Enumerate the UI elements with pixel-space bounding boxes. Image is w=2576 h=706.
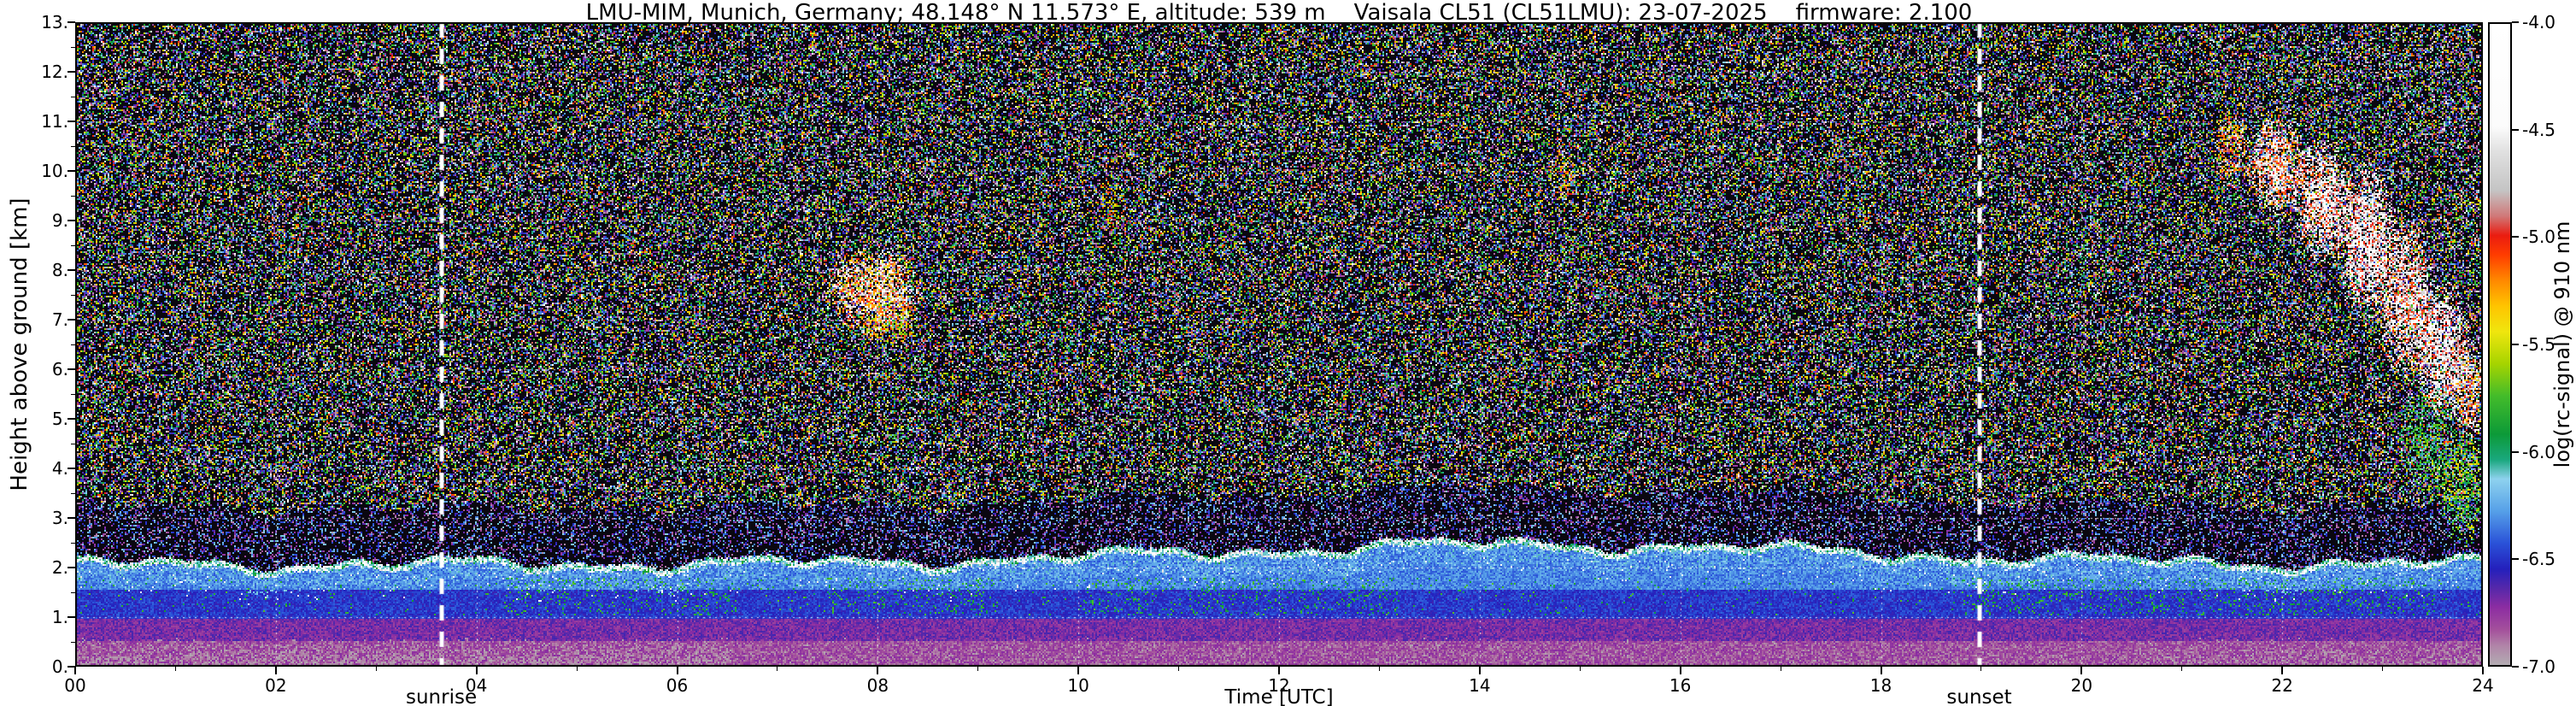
x-minor-tick-mark [1579, 667, 1581, 671]
y-tick-mark [67, 71, 75, 73]
x-tick-mark [676, 667, 678, 674]
y-tick-mark [67, 368, 75, 370]
y-tick-label: 10. [41, 161, 68, 181]
x-tick-mark [274, 667, 277, 674]
y-tick-mark [67, 616, 75, 618]
y-tick-label: 6. [51, 359, 68, 379]
y-tick-mark [67, 170, 75, 172]
x-tick-label: 16 [1669, 675, 1692, 696]
x-tick-mark [877, 667, 879, 674]
x-minor-tick-mark [174, 667, 176, 671]
colorbar-tick-mark [2512, 236, 2519, 238]
x-minor-tick-mark [2181, 667, 2183, 671]
page-title: LMU-MIM, Munich, Germany; 48.148° N 11.5… [585, 0, 1973, 26]
y-tick-mark [67, 666, 75, 668]
x-tick-label: 20 [2070, 675, 2093, 696]
y-tick-mark [67, 567, 75, 568]
colorbar-tick-label: -6.5 [2522, 549, 2556, 570]
x-tick-mark [1679, 667, 1681, 674]
y-minor-tick-mark [71, 492, 75, 494]
x-tick-label: 18 [1869, 675, 1892, 696]
x-tick-label: 04 [465, 675, 488, 696]
y-tick-mark [67, 121, 75, 122]
x-tick-mark [2080, 667, 2083, 674]
colorbar-tick-mark [2512, 450, 2519, 453]
sunrise-label: sunrise [406, 686, 478, 706]
y-tick-mark [67, 517, 75, 519]
x-tick-label: 12 [1268, 675, 1290, 696]
x-tick-label: 06 [666, 675, 689, 696]
y-tick-mark [67, 418, 75, 420]
colorbar-tick-mark [2512, 344, 2519, 345]
colorbar-tick-label: -5.0 [2522, 227, 2556, 248]
colorbar-tick-mark [2512, 666, 2519, 668]
y-tick-mark [67, 319, 75, 321]
x-tick-mark [1278, 667, 1280, 674]
x-tick-label: 14 [1469, 675, 1491, 696]
y-minor-tick-mark [71, 46, 75, 48]
y-tick-label: 7. [51, 309, 68, 330]
colorbar-tick-mark [2512, 558, 2519, 561]
colorbar-tick-label: -5.5 [2522, 334, 2556, 355]
x-tick-mark [2281, 667, 2284, 674]
y-tick-label: 1. [51, 607, 68, 627]
y-minor-tick-mark [71, 542, 75, 544]
y-tick-label: 13. [41, 12, 68, 32]
colorbar-tick-label: -4.5 [2522, 119, 2556, 140]
y-tick-label: 4. [51, 458, 68, 479]
x-tick-label: 00 [64, 675, 86, 696]
x-minor-tick-mark [576, 667, 578, 671]
colorbar-tick-mark [2512, 128, 2519, 131]
x-tick-label: 22 [2271, 675, 2293, 696]
y-minor-tick-mark [71, 244, 75, 246]
colorbar-tick-label: -7.0 [2522, 656, 2556, 677]
y-tick-mark [67, 269, 75, 271]
y-minor-tick-mark [71, 195, 75, 197]
x-tick-mark [1478, 667, 1481, 674]
y-minor-tick-mark [71, 641, 75, 643]
y-minor-tick-mark [71, 145, 75, 147]
x-axis-label: Time [UTC] [1224, 686, 1334, 706]
y-minor-tick-mark [71, 393, 75, 395]
x-tick-label: 08 [866, 675, 889, 696]
y-minor-tick-mark [71, 294, 75, 296]
y-tick-label: 3. [51, 508, 68, 528]
y-tick-label: 12. [41, 62, 68, 82]
sunset-label: sunset [1946, 686, 2012, 706]
y-tick-mark [67, 468, 75, 469]
colorbar [2488, 22, 2512, 667]
y-tick-label: 5. [51, 409, 68, 429]
colorbar-tick-label: -6.0 [2522, 441, 2556, 462]
x-tick-mark [1077, 667, 1080, 674]
y-axis-label: Height above ground [km] [7, 197, 32, 491]
x-minor-tick-mark [1980, 667, 1982, 671]
heatmap-canvas [75, 22, 2483, 667]
x-minor-tick-mark [1178, 667, 1180, 671]
x-minor-tick-mark [977, 667, 979, 671]
y-minor-tick-mark [71, 591, 75, 593]
y-tick-label: 2. [51, 557, 68, 578]
colorbar-tick-mark [2512, 21, 2519, 23]
y-tick-label: 8. [51, 260, 68, 280]
y-tick-mark [67, 220, 75, 221]
x-tick-mark [1880, 667, 1882, 674]
y-tick-label: 0. [51, 656, 68, 677]
x-minor-tick-mark [1378, 667, 1380, 671]
x-tick-label: 10 [1067, 675, 1089, 696]
x-tick-mark [475, 667, 478, 674]
x-tick-label: 24 [2472, 675, 2494, 696]
x-tick-label: 02 [265, 675, 287, 696]
y-tick-label: 9. [51, 210, 68, 231]
x-tick-mark [74, 667, 76, 674]
colorbar-tick-label: -4.0 [2522, 12, 2556, 32]
x-minor-tick-mark [2382, 667, 2384, 671]
y-tick-mark [67, 21, 75, 23]
y-minor-tick-mark [71, 344, 75, 345]
x-minor-tick-mark [375, 667, 377, 671]
x-tick-mark [2482, 667, 2484, 674]
y-tick-label: 11. [41, 111, 68, 132]
